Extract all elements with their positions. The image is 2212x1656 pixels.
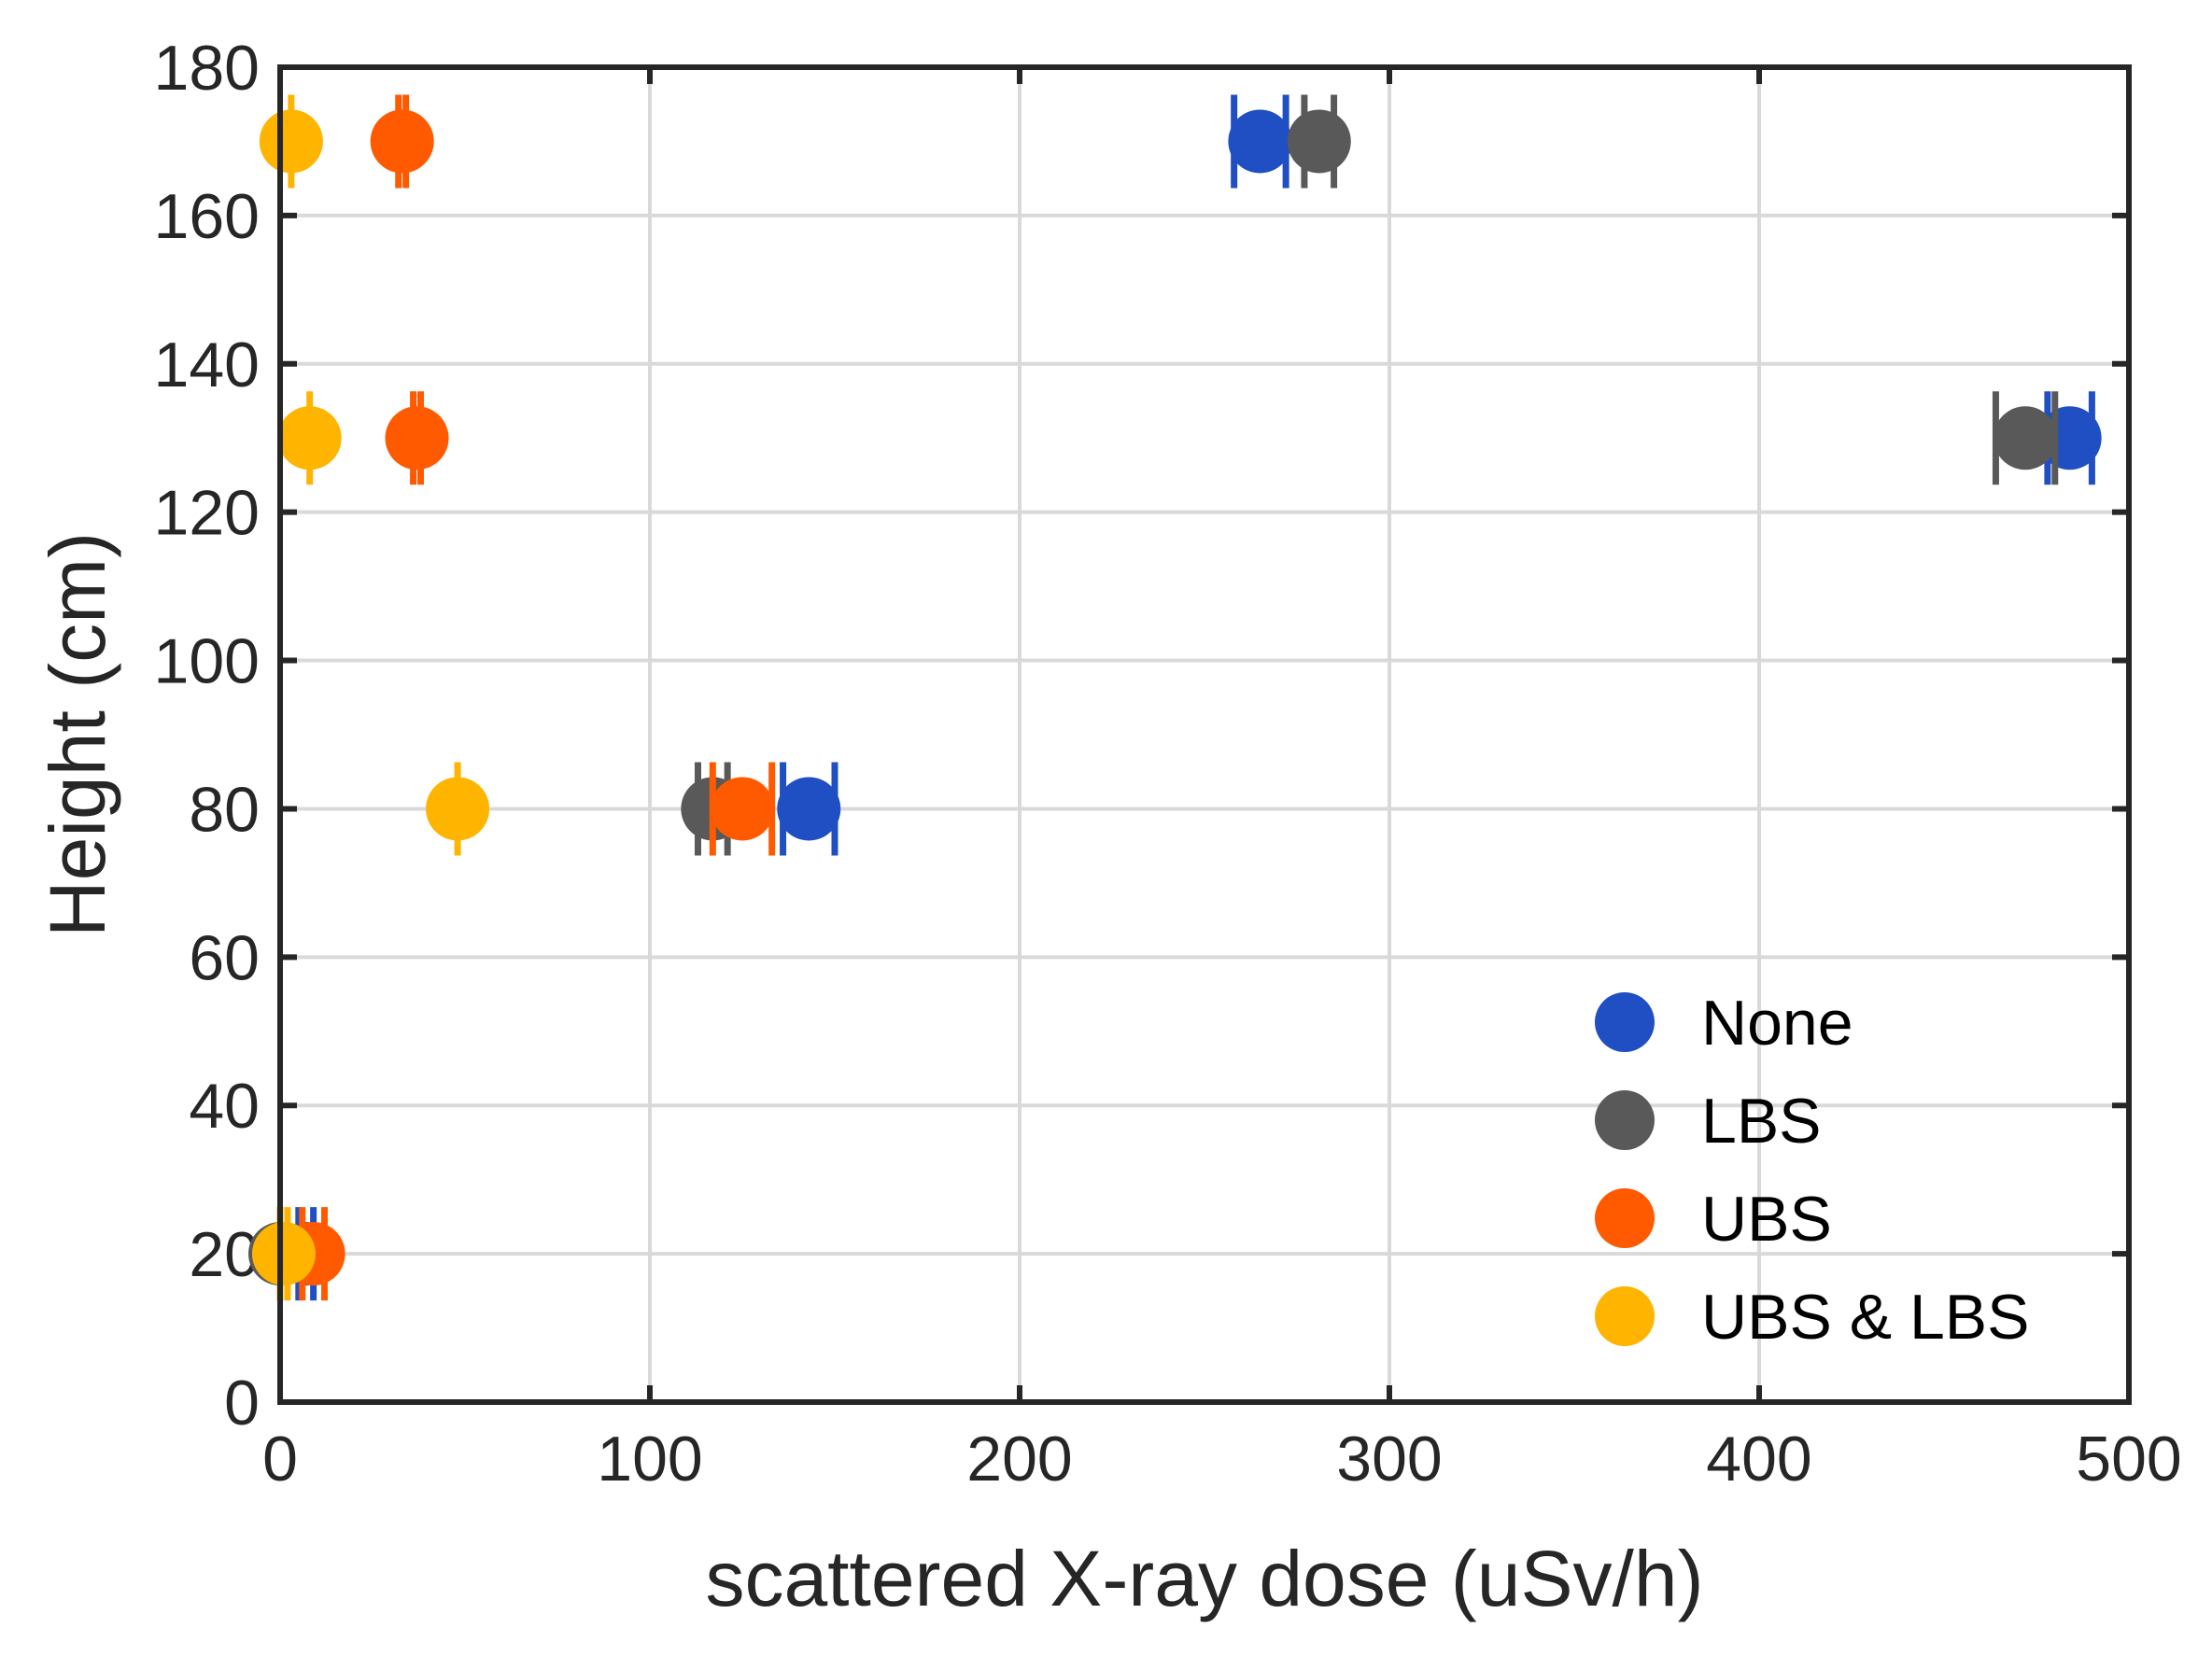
legend-marker bbox=[1595, 992, 1655, 1052]
y-tick-label: 160 bbox=[154, 181, 260, 252]
y-tick-label: 80 bbox=[189, 774, 260, 845]
series-ubs bbox=[281, 94, 776, 1301]
x-tick-label: 200 bbox=[966, 1424, 1072, 1495]
x-tick-label: 500 bbox=[2076, 1424, 2181, 1495]
data-point bbox=[777, 762, 841, 856]
data-point bbox=[1287, 94, 1351, 189]
series-ubs-lbs bbox=[251, 94, 490, 1301]
y-tick-label: 20 bbox=[189, 1219, 260, 1290]
y-axis-label: Height (cm) bbox=[34, 532, 121, 937]
data-point bbox=[251, 1207, 316, 1301]
y-tick-label: 40 bbox=[189, 1071, 260, 1142]
legend-item: LBS bbox=[1595, 1086, 1822, 1157]
legend-label: None bbox=[1701, 988, 1853, 1059]
data-marker bbox=[370, 109, 434, 174]
data-marker bbox=[385, 406, 449, 470]
y-tick-label: 140 bbox=[154, 330, 260, 400]
y-tick-label: 0 bbox=[224, 1368, 260, 1438]
data-points bbox=[248, 94, 2102, 1301]
data-point bbox=[426, 762, 490, 856]
grid-lines bbox=[280, 67, 2129, 1402]
data-point bbox=[385, 391, 449, 485]
data-marker bbox=[251, 1222, 316, 1286]
legend-label: UBS & LBS bbox=[1701, 1282, 2030, 1353]
data-marker bbox=[426, 777, 490, 841]
y-tick-label: 120 bbox=[154, 478, 260, 549]
data-marker bbox=[1228, 109, 1292, 174]
data-point bbox=[277, 391, 342, 485]
x-tick-label: 0 bbox=[262, 1424, 298, 1495]
y-tick-label: 180 bbox=[154, 33, 260, 104]
x-tick-label: 100 bbox=[597, 1424, 702, 1495]
y-axis-ticks: 0 20 40 60 80 100 120 140 160 180 bbox=[154, 33, 2129, 1438]
legend-label: UBS bbox=[1701, 1184, 1832, 1255]
data-marker bbox=[711, 777, 774, 841]
data-point bbox=[1228, 94, 1292, 189]
data-point bbox=[259, 94, 323, 189]
y-tick-label: 60 bbox=[189, 922, 260, 993]
legend-marker bbox=[1595, 1188, 1655, 1248]
data-marker bbox=[1287, 109, 1351, 174]
data-marker bbox=[1994, 406, 2058, 470]
plot-frame bbox=[277, 64, 2132, 1405]
legend-item: UBS & LBS bbox=[1595, 1282, 2030, 1353]
x-tick-label: 300 bbox=[1336, 1424, 1442, 1495]
x-tick-label: 400 bbox=[1706, 1424, 1811, 1495]
legend-marker bbox=[1595, 1090, 1655, 1150]
data-marker bbox=[259, 109, 323, 174]
legend-marker bbox=[1595, 1286, 1655, 1346]
x-axis-ticks: 0 100 200 300 400 500 bbox=[262, 67, 2182, 1495]
legend-label: LBS bbox=[1701, 1086, 1822, 1157]
legend: None LBS UBS UBS & LBS bbox=[1595, 988, 2030, 1353]
data-marker bbox=[777, 777, 841, 841]
series-none bbox=[274, 94, 2102, 1301]
legend-item: None bbox=[1595, 988, 1853, 1059]
data-marker bbox=[277, 406, 342, 470]
x-axis-label: scattered X-ray dose (uSv/h) bbox=[705, 1535, 1703, 1622]
legend-item: UBS bbox=[1595, 1184, 1832, 1255]
data-point bbox=[709, 762, 776, 856]
data-point bbox=[370, 94, 434, 189]
y-tick-label: 100 bbox=[154, 626, 260, 697]
data-point bbox=[1992, 391, 2059, 485]
